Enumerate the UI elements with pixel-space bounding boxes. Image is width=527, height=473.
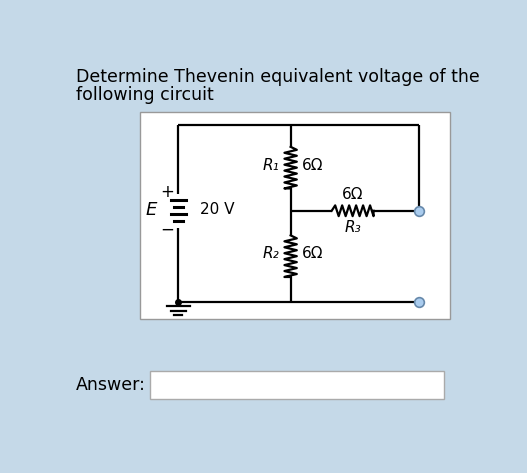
Text: following circuit: following circuit — [76, 86, 214, 104]
Text: Answer:: Answer: — [76, 376, 146, 394]
Text: 20 V: 20 V — [200, 202, 235, 218]
Text: R₁: R₁ — [263, 158, 280, 173]
Text: 6Ω: 6Ω — [301, 246, 323, 262]
Text: E: E — [145, 201, 157, 219]
Text: −: − — [160, 220, 174, 238]
Text: 6Ω: 6Ω — [301, 158, 323, 173]
Text: R₂: R₂ — [263, 246, 280, 262]
Text: Determine Thevenin equivalent voltage of the: Determine Thevenin equivalent voltage of… — [76, 68, 480, 86]
Text: +: + — [160, 183, 174, 201]
Text: R₃: R₃ — [344, 220, 361, 235]
Bar — [140, 112, 450, 318]
Bar — [150, 371, 444, 399]
Text: 6Ω: 6Ω — [342, 186, 364, 201]
